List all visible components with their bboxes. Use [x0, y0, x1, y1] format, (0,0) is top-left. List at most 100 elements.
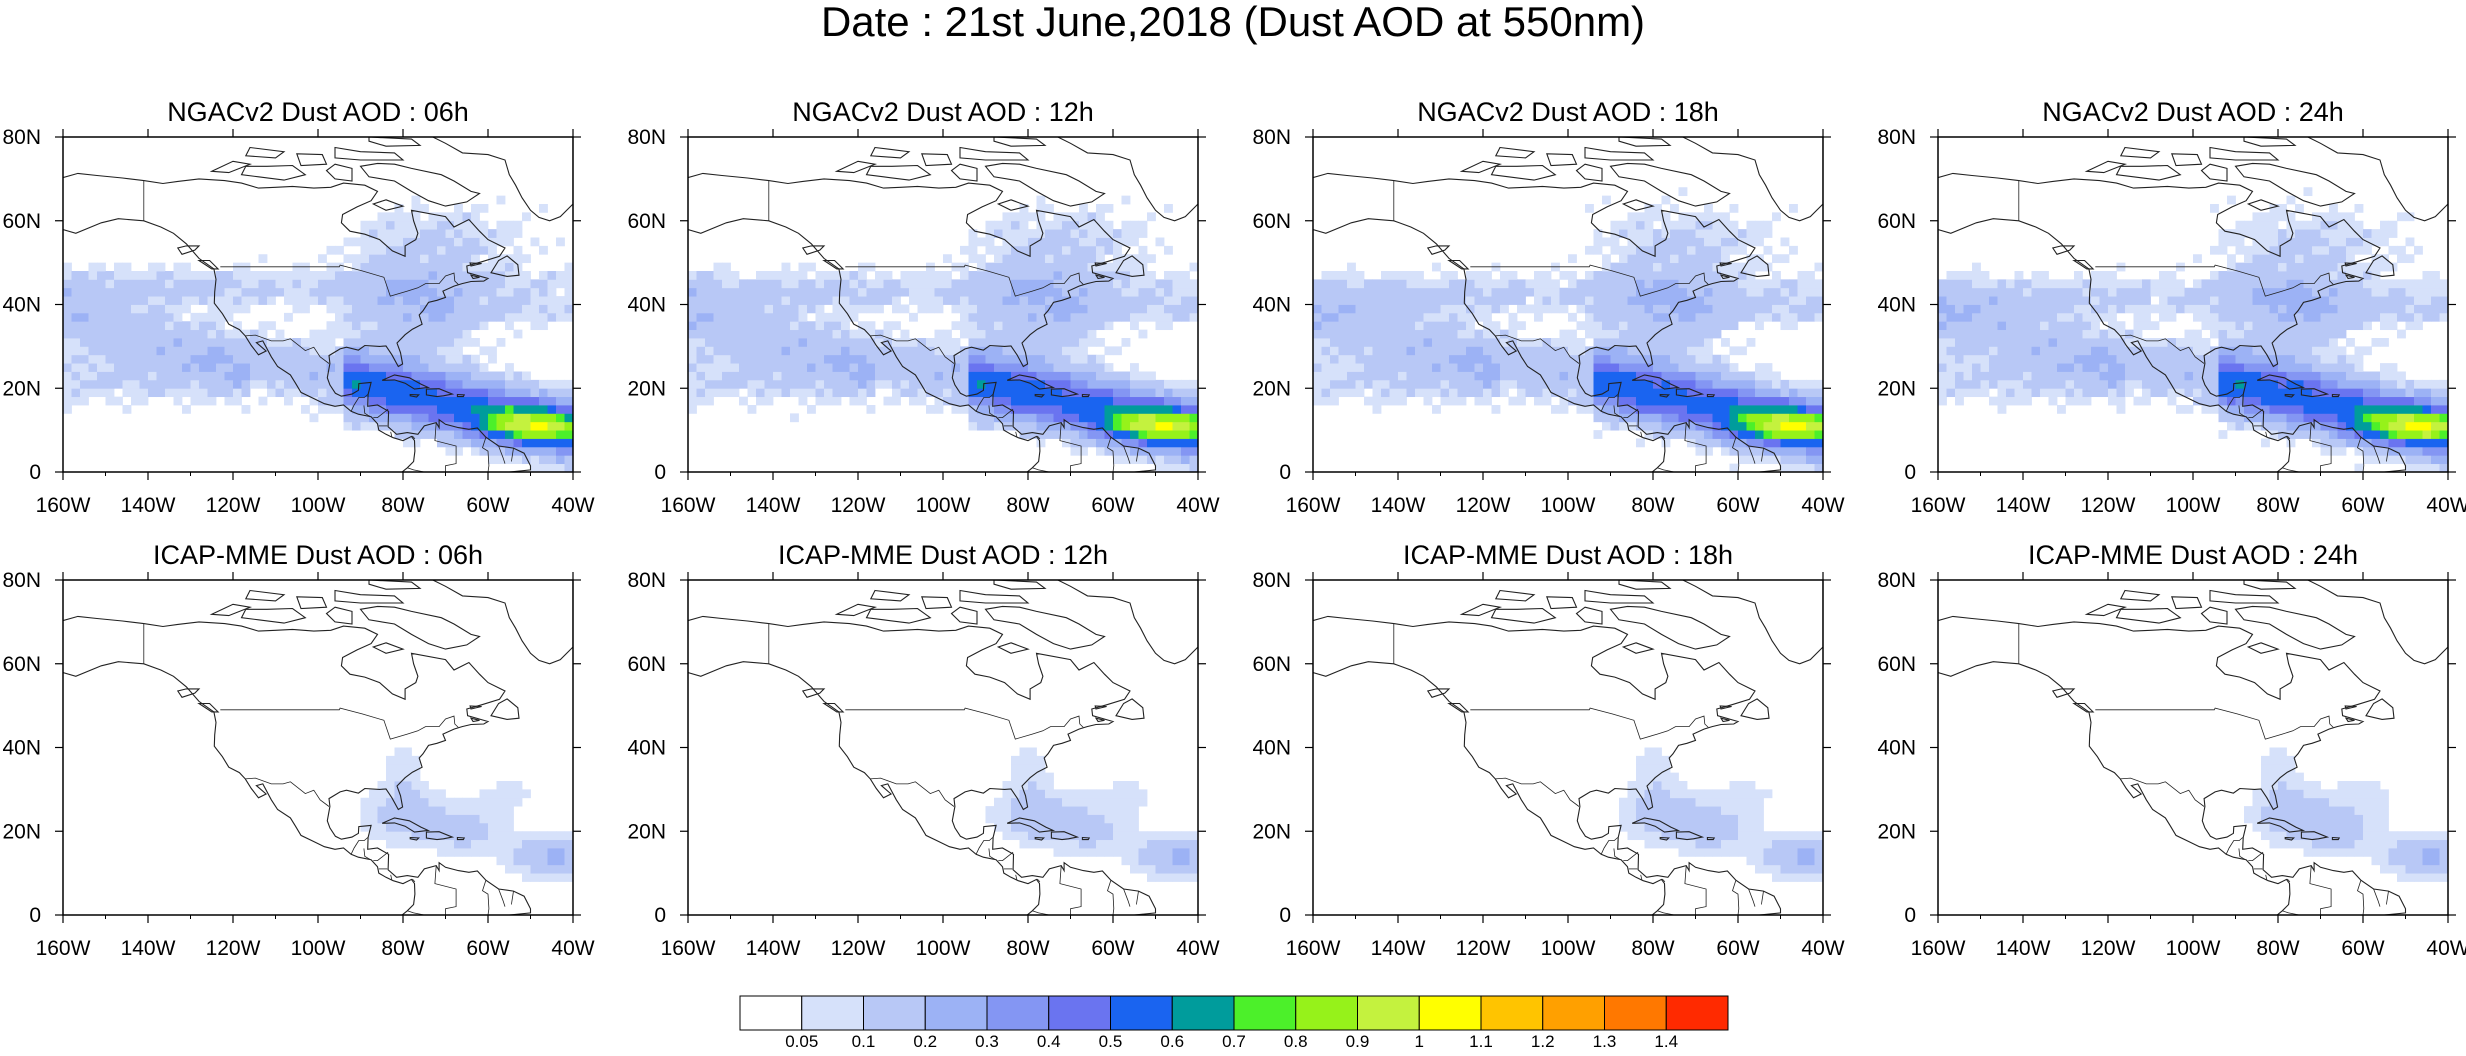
x-tick-label: 80W [1006, 937, 1049, 960]
panel-title: NGACv2 Dust AOD : 12h [792, 97, 1094, 127]
y-tick-label: 0 [1904, 904, 1916, 927]
dust-aod-field [1619, 747, 1823, 882]
y-tick-label: 80N [1877, 126, 1916, 149]
x-tick-label: 100W [2166, 494, 2221, 517]
y-tick-label: 0 [1904, 461, 1916, 484]
x-tick-label: 160W [1286, 937, 1341, 960]
y-tick-label: 0 [29, 461, 41, 484]
x-tick-label: 40W [1176, 937, 1219, 960]
coastline [1938, 137, 2448, 472]
map-panel: NGACv2 Dust AOD : 24h 160W 140W 120W 100W 80W… [1877, 97, 2466, 517]
x-tick-label: 80W [2256, 494, 2299, 517]
x-tick-label: 120W [1456, 494, 1511, 517]
y-tick-label: 60N [627, 210, 666, 233]
x-tick-label: 100W [291, 937, 346, 960]
x-tick-label: 100W [291, 494, 346, 517]
x-tick-label: 160W [36, 494, 91, 517]
x-tick-label: 160W [661, 937, 716, 960]
y-tick-label: 80N [2, 569, 41, 592]
x-tick-label: 140W [1996, 937, 2051, 960]
x-tick-label: 40W [2426, 494, 2466, 517]
x-tick-label: 160W [661, 494, 716, 517]
x-tick-label: 80W [381, 937, 424, 960]
x-tick-label: 40W [1801, 937, 1844, 960]
x-tick-label: 160W [1911, 937, 1966, 960]
panel-title: ICAP-MME Dust AOD : 06h [153, 540, 483, 570]
x-tick-label: 120W [2081, 494, 2136, 517]
dust-aod-field [2244, 747, 2448, 882]
x-tick-label: 100W [1541, 937, 1596, 960]
x-tick-label: 60W [466, 937, 509, 960]
dust-aod-field [688, 195, 1198, 472]
x-tick-label: 40W [551, 494, 594, 517]
y-tick-label: 60N [627, 653, 666, 676]
y-tick-label: 40N [627, 737, 666, 760]
x-tick-label: 140W [1371, 494, 1426, 517]
y-tick-label: 20N [2, 820, 41, 843]
y-tick-label: 20N [1252, 377, 1291, 400]
x-tick-label: 120W [831, 937, 886, 960]
x-tick-label: 120W [206, 937, 261, 960]
y-tick-label: 0 [1279, 461, 1291, 484]
map-panel: NGACv2 Dust AOD : 06h 160W 140W 120W 100W 80W… [2, 97, 594, 517]
x-tick-label: 160W [1911, 494, 1966, 517]
x-tick-label: 100W [916, 494, 971, 517]
y-tick-label: 80N [1252, 126, 1291, 149]
y-tick-label: 40N [2, 294, 41, 317]
x-tick-label: 100W [1541, 494, 1596, 517]
panel-title: NGACv2 Dust AOD : 18h [1417, 97, 1719, 127]
x-tick-label: 140W [121, 937, 176, 960]
x-tick-label: 80W [2256, 937, 2299, 960]
coastline [63, 137, 573, 472]
x-tick-label: 60W [1716, 494, 1759, 517]
x-tick-label: 60W [2341, 494, 2384, 517]
y-tick-label: 40N [627, 294, 666, 317]
map-panel: ICAP-MME Dust AOD : 06h 160W 140W 120W 100W 8… [2, 540, 594, 960]
x-tick-label: 100W [916, 937, 971, 960]
x-tick-label: 140W [746, 937, 801, 960]
y-tick-label: 60N [2, 210, 41, 233]
y-tick-label: 20N [1877, 820, 1916, 843]
x-tick-label: 120W [1456, 937, 1511, 960]
x-tick-label: 120W [831, 494, 886, 517]
dust-aod-field [63, 195, 573, 472]
x-tick-label: 60W [2341, 937, 2384, 960]
figure-title: Date : 21st June,2018 (Dust AOD at 550nm… [820, 0, 1646, 45]
x-tick-label: 40W [1801, 494, 1844, 517]
map-panel: ICAP-MME Dust AOD : 18h 160W 140W 120W 100W 8… [1252, 540, 1844, 960]
x-tick-label: 80W [381, 494, 424, 517]
y-tick-label: 20N [1252, 820, 1291, 843]
x-tick-label: 160W [36, 937, 91, 960]
y-tick-label: 80N [1877, 569, 1916, 592]
coastline [1313, 137, 1823, 472]
x-tick-label: 140W [746, 494, 801, 517]
y-tick-label: 60N [1877, 653, 1916, 676]
y-tick-label: 40N [1877, 294, 1916, 317]
coastline [63, 580, 573, 915]
x-tick-label: 160W [1286, 494, 1341, 517]
x-tick-label: 100W [2166, 937, 2221, 960]
map-panel: ICAP-MME Dust AOD : 12h 160W 140W 120W 100W 8… [627, 540, 1219, 960]
x-tick-label: 120W [206, 494, 261, 517]
coastline [1938, 580, 2448, 915]
y-tick-label: 80N [627, 126, 666, 149]
y-tick-label: 40N [2, 737, 41, 760]
y-tick-label: 20N [627, 377, 666, 400]
x-tick-label: 60W [1091, 937, 1134, 960]
x-tick-label: 120W [2081, 937, 2136, 960]
x-tick-label: 40W [551, 937, 594, 960]
y-tick-label: 40N [1252, 294, 1291, 317]
coastline [688, 580, 1198, 915]
y-tick-label: 20N [2, 377, 41, 400]
y-tick-label: 0 [654, 904, 666, 927]
map-panel: NGACv2 Dust AOD : 12h 160W 140W 120W 100W 80W… [627, 97, 1219, 517]
y-tick-label: 80N [2, 126, 41, 149]
panel-title: ICAP-MME Dust AOD : 24h [2028, 540, 2358, 570]
x-tick-label: 140W [121, 494, 176, 517]
coastline [1313, 580, 1823, 915]
panel-title: NGACv2 Dust AOD : 06h [167, 97, 469, 127]
x-tick-label: 40W [2426, 937, 2466, 960]
y-tick-label: 0 [1279, 904, 1291, 927]
x-tick-label: 60W [1716, 937, 1759, 960]
